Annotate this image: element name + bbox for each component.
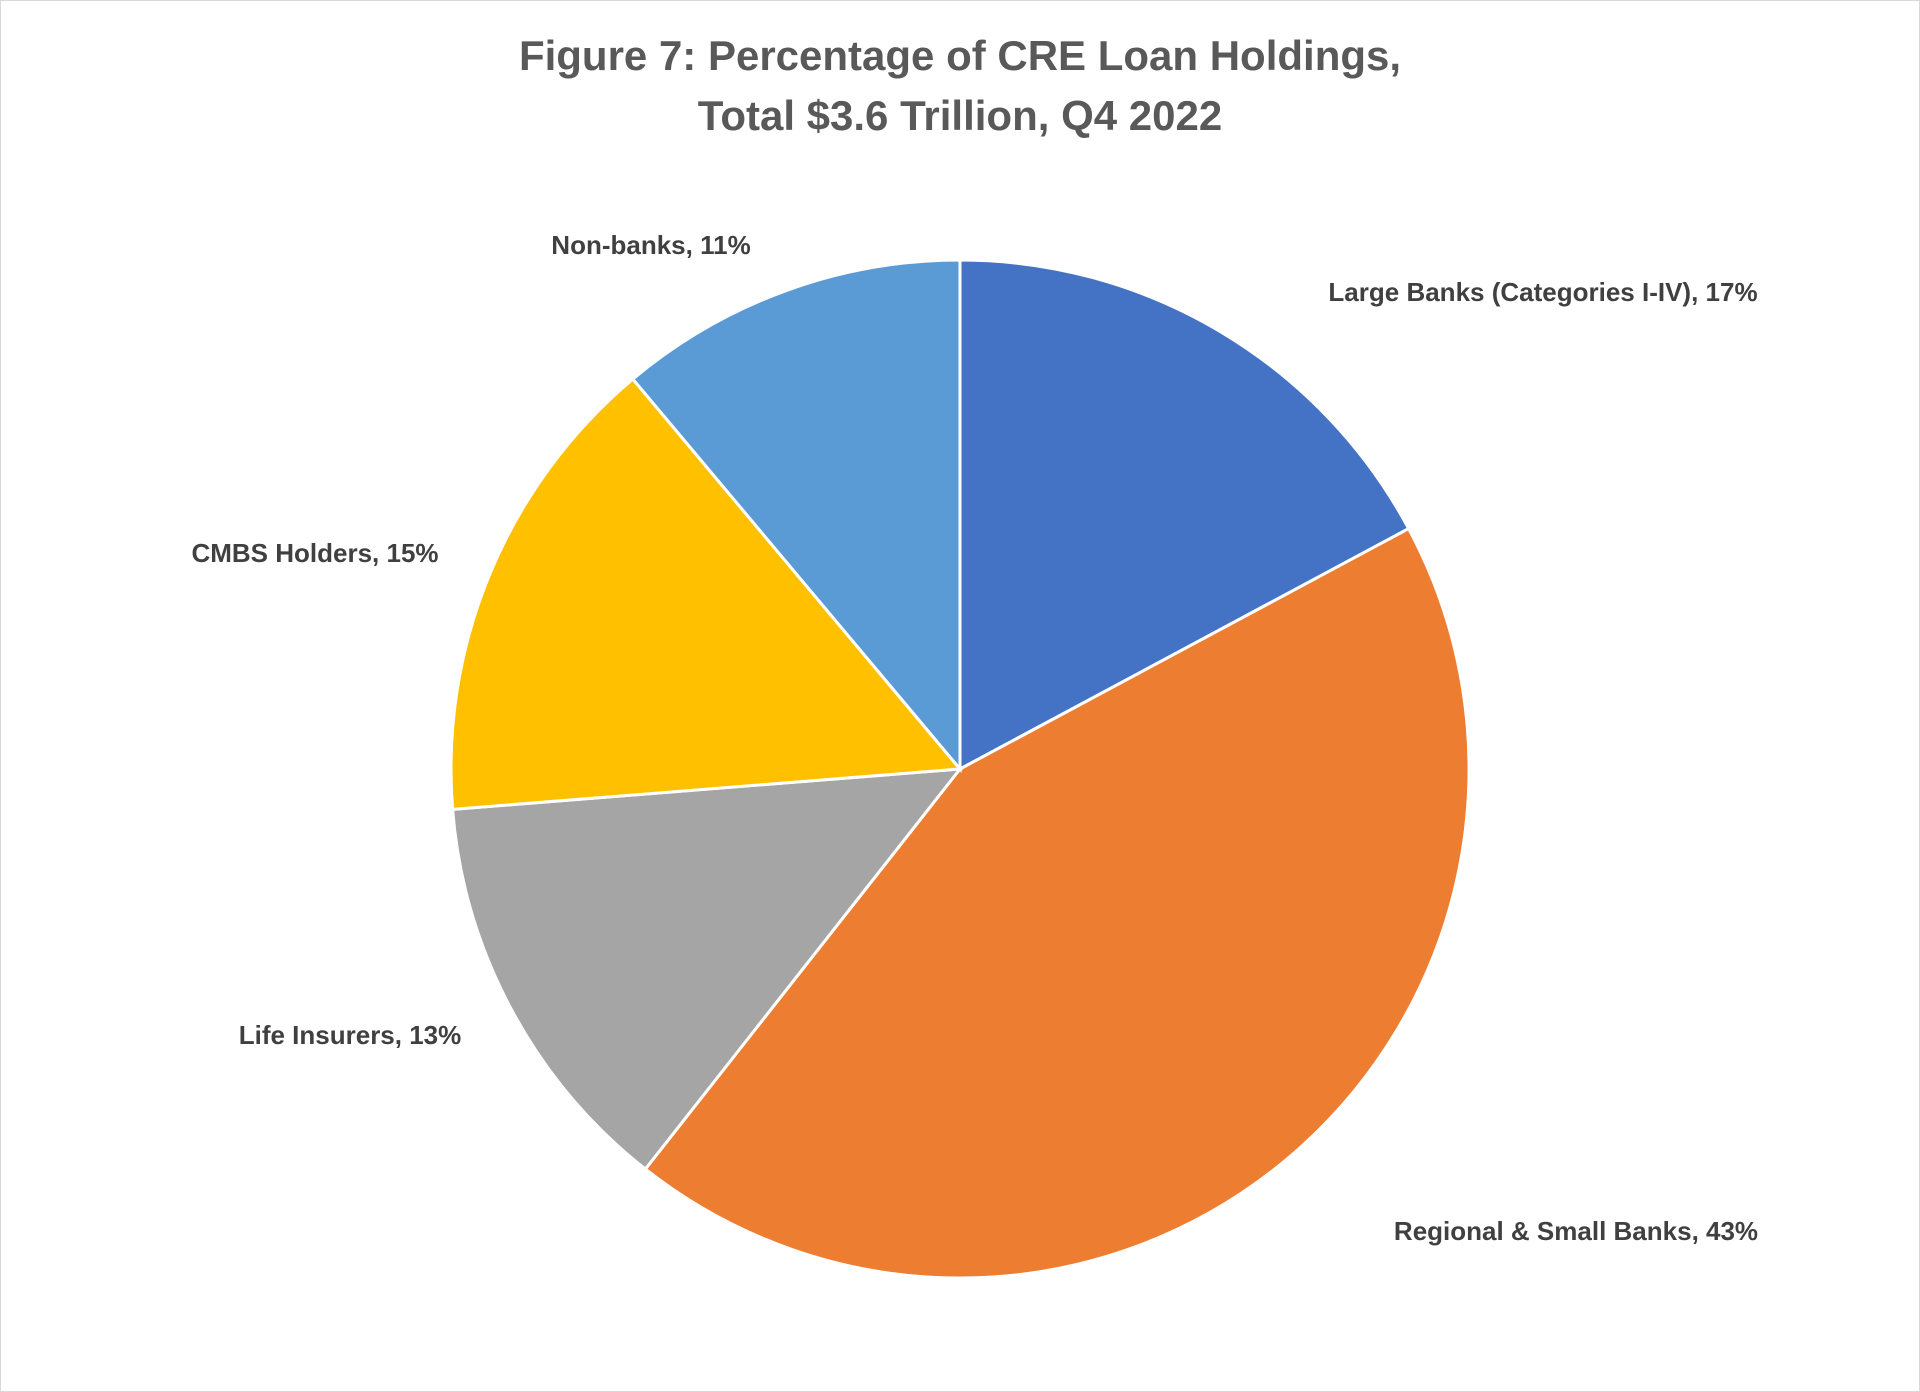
data-label: Regional & Small Banks, 43% (1394, 1216, 1758, 1246)
data-label: Large Banks (Categories I-IV), 17% (1328, 277, 1757, 307)
pie (449, 258, 1471, 1280)
data-label: Life Insurers, 13% (239, 1020, 462, 1050)
pie-slice (643, 526, 1471, 1280)
data-label: Non-banks, 11% (551, 230, 750, 260)
chart-title: Total $3.6 Trillion, Q4 2022 (698, 92, 1222, 139)
pie-slice (449, 376, 964, 811)
pie-slice (630, 258, 962, 774)
pie-slice (958, 258, 1411, 772)
data-label: CMBS Holders, 15% (191, 538, 438, 568)
chart-title: Figure 7: Percentage of CRE Loan Holding… (519, 32, 1401, 79)
pie-slice (450, 767, 964, 1172)
